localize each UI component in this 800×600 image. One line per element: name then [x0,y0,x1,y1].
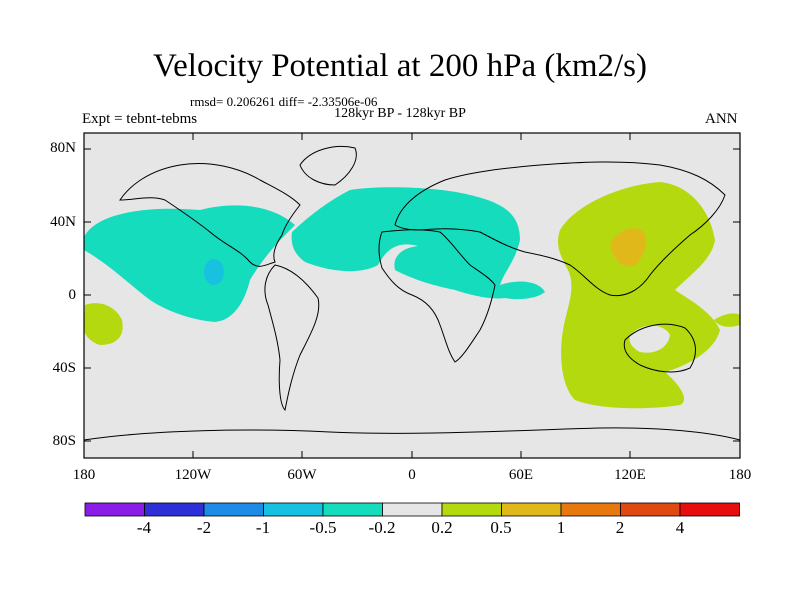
x-tick-label: 180 [728,467,752,483]
coastlines [83,145,741,441]
colorbar-swatch [560,502,621,517]
coastline-australia [623,323,696,373]
colorbar [84,502,740,517]
stats-line: rmsd= 0.206261 diff= -2.33506e-06 [190,94,378,109]
colorbar-swatch [144,502,205,517]
negative-region-americas [84,205,295,322]
season-label: ANN [705,111,738,127]
positive-hole-australia [629,325,670,353]
experiment-label: Expt = tebnt-tebms [82,111,198,127]
colorbar-swatch [441,502,502,517]
colorbar-label: -4 [136,518,152,537]
positive-core-china [610,228,646,267]
colorbar-label: 1 [556,518,566,537]
colorbar-label: 0.5 [490,518,512,537]
colorbar-label: 0.2 [431,518,453,537]
colorbar-swatch [679,502,740,517]
colorbar-swatch [203,502,264,517]
colorbar-label: -2 [196,518,212,537]
colorbar-swatch [382,502,443,517]
x-tick-label: 60W [287,467,317,483]
coastline-greenland [299,145,357,186]
coastline-north-america [119,162,301,267]
colorbar-swatch [263,502,324,517]
colorbar-label: -0.2 [368,518,396,537]
plot-subtitle: 128kyr BP - 128kyr BP [334,106,466,121]
positive-region-asia-pacific [557,182,720,409]
y-tick-label: 80S [52,433,76,449]
colorbar-swatch [84,502,145,517]
colorbar-swatch [322,502,383,517]
colorbar-swatch [620,502,681,517]
colorbar-swatch [501,502,562,517]
colorbar-label: -1 [255,518,271,537]
positive-region-east-edge [714,313,740,327]
y-tick-label: 0 [68,287,77,303]
y-tick-label: 80N [50,140,76,156]
positive-region-south-pacific [84,303,123,345]
colorbar-label: -0.5 [309,518,337,537]
positive-anomaly-regions [84,182,740,409]
x-tick-label: 180 [72,467,96,483]
colorbar-label: 4 [675,518,685,537]
negative-anomaly-regions [84,187,545,322]
coastline-africa [378,229,496,363]
coastline-eurasia [394,161,726,297]
x-tick-label: 120E [614,467,646,483]
x-tick-label: 120W [174,467,212,483]
coastline-antarctica [83,427,741,441]
y-tick-label: 40N [50,214,76,230]
coastline-south-america [264,264,320,412]
x-tick-label: 60E [508,467,534,483]
y-tick-label: 40S [52,360,76,376]
negative-region-atlantic-africa [291,187,545,300]
x-tick-label: 0 [408,467,416,483]
plot-title: Velocity Potential at 200 hPa (km2/s) [152,48,648,84]
negative-core-pacific [204,259,224,285]
colorbar-label: 2 [615,518,625,537]
axis-ticks [83,133,741,458]
